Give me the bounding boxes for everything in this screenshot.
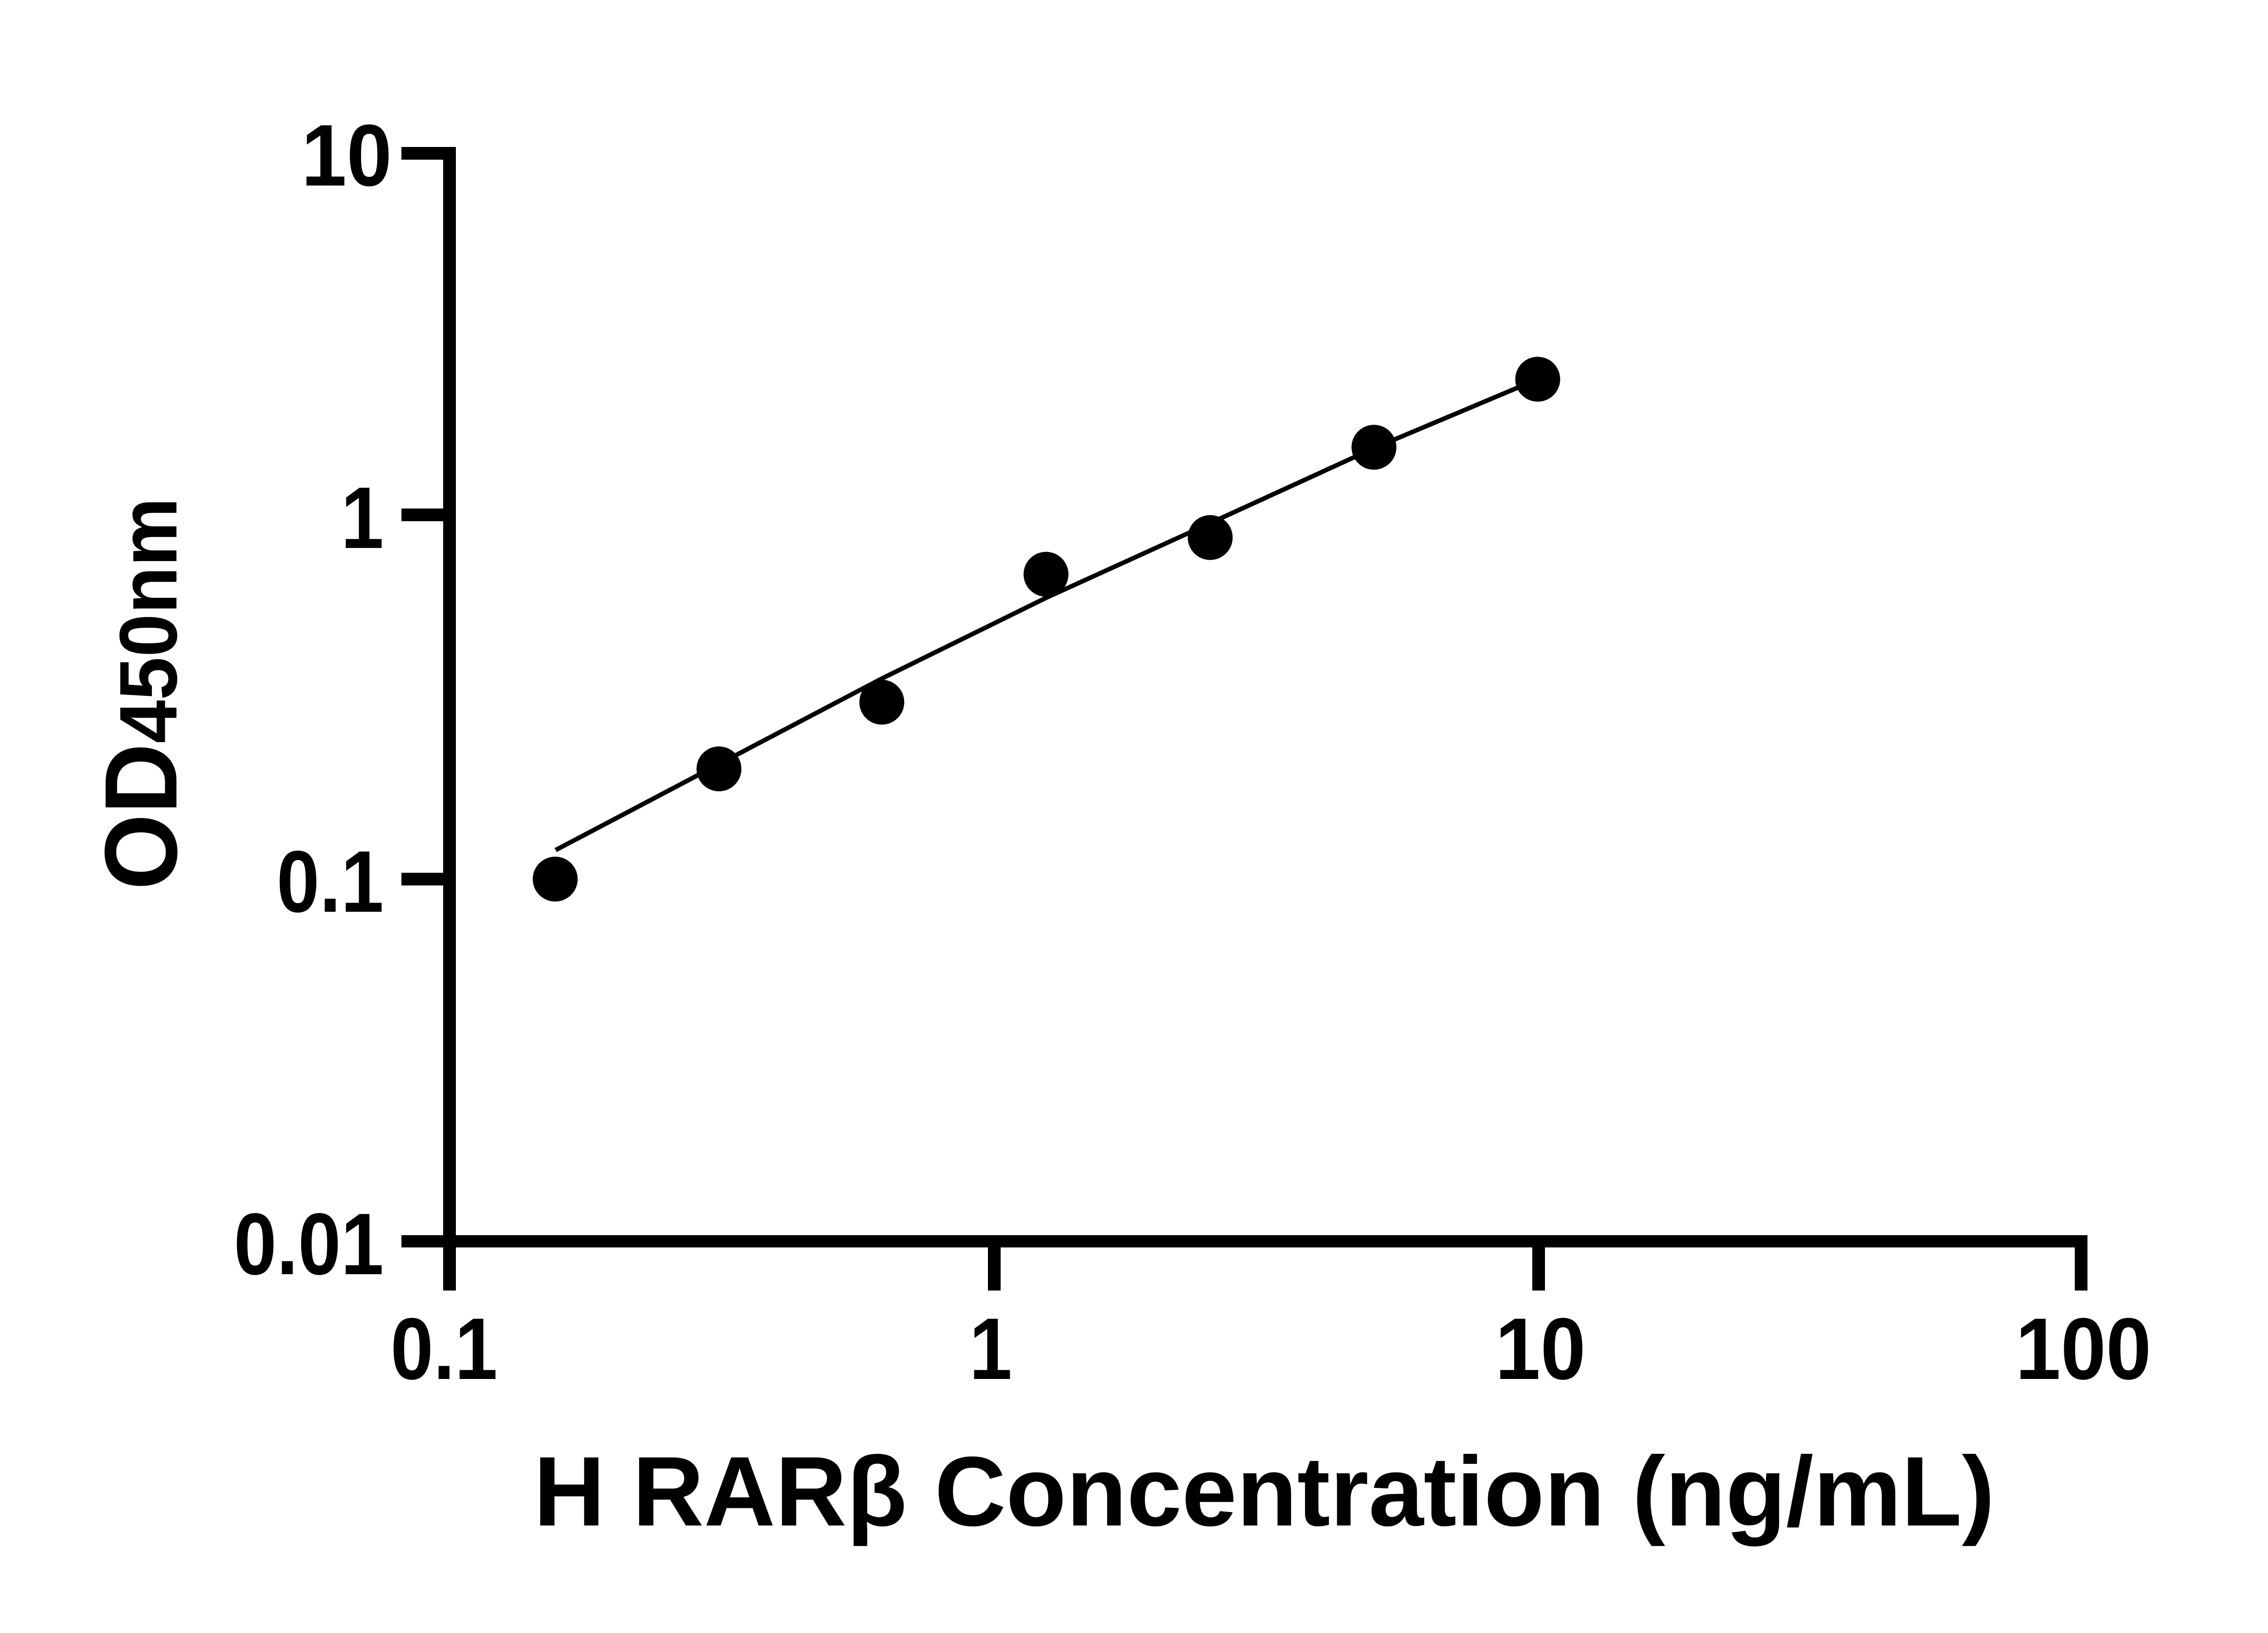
- svg-text:H RARβ Concentration (ng/mL): H RARβ Concentration (ng/mL): [533, 1437, 1994, 1547]
- svg-text:100: 100: [2015, 1300, 2151, 1398]
- svg-text:0.1: 0.1: [391, 1300, 498, 1398]
- svg-text:10: 10: [301, 107, 392, 204]
- svg-text:0.1: 0.1: [277, 832, 384, 931]
- svg-text:OD450nm: OD450nm: [83, 498, 198, 890]
- svg-text:1: 1: [969, 1300, 1012, 1398]
- svg-text:0.01: 0.01: [234, 1195, 384, 1293]
- svg-text:10: 10: [1495, 1300, 1586, 1398]
- svg-text:1: 1: [341, 469, 384, 567]
